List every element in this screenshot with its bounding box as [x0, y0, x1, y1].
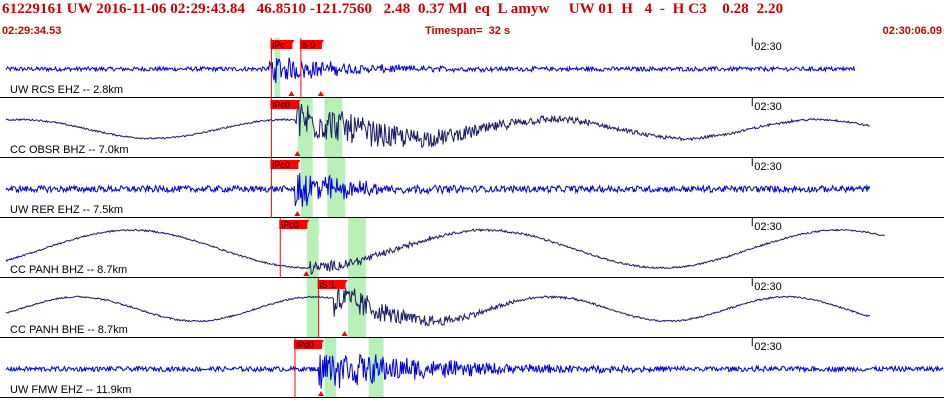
- pick-flag[interactable]: [270, 100, 299, 109]
- start-time-label: 02:29:34.53: [2, 25, 62, 37]
- pick-marker-top: [318, 340, 324, 345]
- pick-window-highlight: [348, 218, 366, 278]
- waveform: [5, 172, 871, 207]
- pick-window-highlight: [306, 218, 319, 278]
- waveform: [5, 101, 871, 149]
- trace-label: UW RER EHZ -- 7.5km: [10, 204, 123, 216]
- waveform: [5, 353, 944, 389]
- minute-tick-label: 02:30: [754, 101, 782, 113]
- pick-marker-top: [288, 40, 295, 45]
- pick-flag-label: iPc0: [272, 100, 290, 110]
- pick-flag-label: iPc0: [281, 220, 299, 230]
- pick-marker-top: [294, 100, 301, 105]
- waveform: [5, 285, 871, 327]
- minute-tick-label: 02:30: [754, 341, 782, 353]
- pick-marker-top: [303, 220, 310, 225]
- pick-marker-bottom: [288, 91, 295, 96]
- pick-window-highlight: [300, 158, 313, 218]
- minute-tick-label: 02:30: [754, 41, 782, 53]
- pick-marker-top: [341, 280, 348, 285]
- pick-flag-label: iS 1: [320, 280, 336, 290]
- event-summary-line: 61229161 UW 2016-11-06 02:29:43.84 46.85…: [2, 1, 784, 17]
- pick-window-highlight: [297, 98, 313, 158]
- pick-flag[interactable]: [294, 340, 322, 349]
- seismogram-panel[interactable]: 02:30 iPc S 0 UW RCS EHZ -- 2.8km 02:30 iPc0 C…: [0, 38, 944, 400]
- trace-label: CC OBSR BHZ -- 7.0km: [10, 144, 129, 156]
- minute-tick-label: 02:30: [754, 221, 782, 233]
- pick-marker-top: [294, 160, 301, 165]
- pick-flag-label: S 0: [302, 40, 316, 50]
- pick-flag[interactable]: [317, 280, 346, 289]
- pick-window-highlight: [306, 278, 319, 338]
- minute-tick-label: 02:30: [754, 161, 782, 173]
- pick-flag[interactable]: [270, 40, 293, 49]
- pick-flag[interactable]: [279, 220, 308, 229]
- trace-row[interactable]: 02:30 iS 1 CC PANH BHE -- 8.7km: [0, 278, 944, 338]
- trace-row[interactable]: 02:30 iPc0 CC OBSR BHZ -- 7.0km: [0, 98, 944, 158]
- pick-marker-bottom: [294, 211, 301, 216]
- trace-row[interactable]: 02:30 iPc S 0 UW RCS EHZ -- 2.8km: [0, 38, 944, 98]
- trace-label: UW RCS EHZ -- 2.8km: [10, 84, 123, 96]
- end-time-label: 02:30:06.09: [882, 25, 942, 37]
- pick-window-highlight: [324, 98, 343, 158]
- trace-row[interactable]: 02:30 iPc0 UW RER EHZ -- 7.5km: [0, 158, 944, 218]
- trace-label: UW FMW EHZ -- 11.9km: [10, 384, 131, 396]
- pick-marker-bottom: [317, 91, 324, 96]
- pick-marker-top: [317, 40, 324, 45]
- minute-tick-label: 02:30: [754, 281, 782, 293]
- pick-window-highlight: [274, 38, 281, 98]
- trace-label: CC PANH BHZ -- 8.7km: [10, 264, 127, 276]
- pick-marker-bottom: [318, 391, 324, 396]
- pick-flag-label: iPc0: [272, 160, 290, 170]
- pick-flag[interactable]: [299, 40, 322, 49]
- timespan-label: Timespan= 32 s: [425, 25, 511, 37]
- pick-marker-bottom: [341, 331, 348, 336]
- event-header: 61229161 UW 2016-11-06 02:29:43.84 46.85…: [0, 0, 944, 40]
- pick-marker-bottom: [303, 271, 310, 276]
- waveform: [5, 57, 856, 84]
- pick-flag-label: iPc: [272, 40, 285, 50]
- trace-label: CC PANH BHE -- 8.7km: [10, 324, 128, 336]
- pick-marker-bottom: [294, 151, 301, 156]
- pick-flag[interactable]: [270, 160, 299, 169]
- waveform: [5, 228, 885, 275]
- trace-row[interactable]: 02:30 iPd0 UW FMW EHZ -- 11.9km: [0, 338, 944, 398]
- pick-flag-label: iPd0: [296, 340, 314, 350]
- trace-row[interactable]: 02:30 iPc0 CC PANH BHZ -- 8.7km: [0, 218, 944, 278]
